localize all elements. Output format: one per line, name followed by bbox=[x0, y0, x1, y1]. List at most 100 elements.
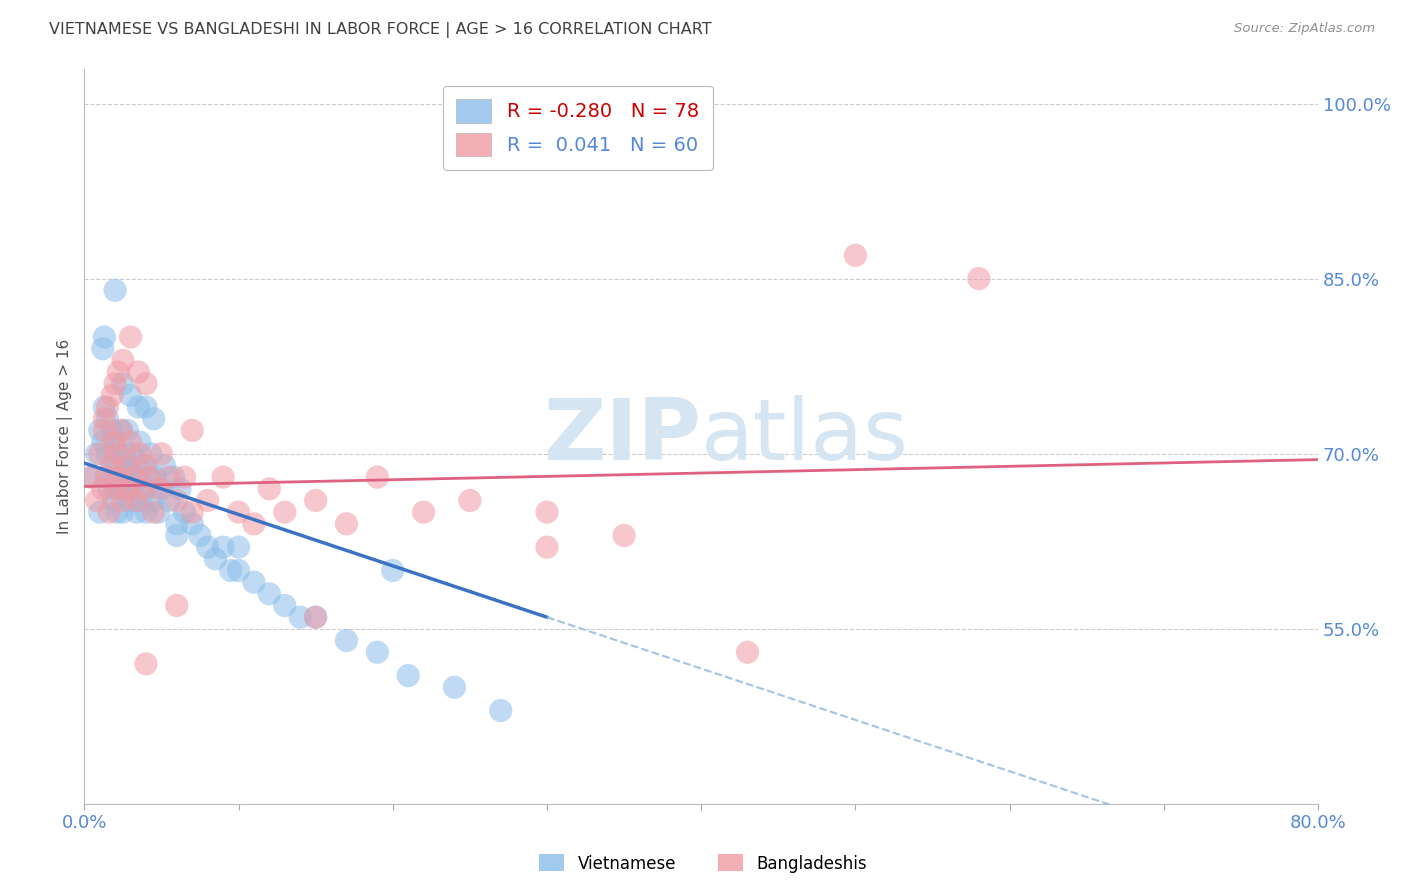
Point bbox=[228, 564, 250, 578]
Point bbox=[304, 610, 326, 624]
Point bbox=[290, 610, 312, 624]
Point bbox=[80, 470, 103, 484]
Point bbox=[101, 424, 124, 438]
Point bbox=[124, 458, 146, 473]
Point bbox=[139, 447, 162, 461]
Point bbox=[188, 528, 211, 542]
Point bbox=[458, 493, 481, 508]
Point bbox=[107, 447, 129, 461]
Point bbox=[173, 470, 195, 484]
Point bbox=[96, 411, 118, 425]
Point bbox=[121, 447, 143, 461]
Point bbox=[107, 470, 129, 484]
Point bbox=[120, 388, 142, 402]
Point bbox=[107, 482, 129, 496]
Point bbox=[143, 470, 166, 484]
Point bbox=[98, 505, 121, 519]
Point bbox=[274, 505, 297, 519]
Point bbox=[131, 493, 153, 508]
Point bbox=[96, 400, 118, 414]
Point bbox=[105, 505, 128, 519]
Legend: R = -0.280   N = 78, R =  0.041   N = 60: R = -0.280 N = 78, R = 0.041 N = 60 bbox=[443, 86, 713, 170]
Point bbox=[111, 353, 134, 368]
Point bbox=[142, 493, 165, 508]
Point bbox=[111, 470, 134, 484]
Point bbox=[613, 528, 636, 542]
Point bbox=[204, 551, 226, 566]
Point bbox=[737, 645, 759, 659]
Point bbox=[197, 493, 219, 508]
Point bbox=[101, 458, 124, 473]
Point bbox=[366, 645, 388, 659]
Point bbox=[166, 528, 188, 542]
Point bbox=[173, 505, 195, 519]
Point bbox=[135, 482, 157, 496]
Text: Source: ZipAtlas.com: Source: ZipAtlas.com bbox=[1234, 22, 1375, 36]
Point bbox=[148, 505, 170, 519]
Point bbox=[115, 482, 138, 496]
Point bbox=[163, 470, 186, 484]
Point bbox=[443, 680, 465, 694]
Point bbox=[412, 505, 434, 519]
Point bbox=[132, 458, 155, 473]
Y-axis label: In Labor Force | Age > 16: In Labor Force | Age > 16 bbox=[58, 339, 73, 534]
Point bbox=[335, 516, 357, 531]
Point bbox=[135, 505, 157, 519]
Point bbox=[104, 482, 127, 496]
Point bbox=[120, 493, 142, 508]
Point bbox=[127, 400, 149, 414]
Point bbox=[108, 458, 131, 473]
Point bbox=[107, 365, 129, 379]
Point bbox=[166, 516, 188, 531]
Point bbox=[104, 283, 127, 297]
Point bbox=[197, 540, 219, 554]
Point bbox=[150, 447, 173, 461]
Point bbox=[135, 657, 157, 671]
Point bbox=[304, 610, 326, 624]
Point bbox=[135, 376, 157, 391]
Point bbox=[89, 424, 111, 438]
Point bbox=[111, 376, 134, 391]
Point bbox=[219, 564, 242, 578]
Point bbox=[91, 435, 114, 450]
Point bbox=[135, 458, 157, 473]
Point bbox=[181, 424, 204, 438]
Point bbox=[120, 470, 142, 484]
Point bbox=[259, 482, 281, 496]
Point bbox=[181, 505, 204, 519]
Point bbox=[91, 342, 114, 356]
Point bbox=[115, 458, 138, 473]
Point bbox=[181, 516, 204, 531]
Point bbox=[117, 424, 139, 438]
Point bbox=[536, 505, 558, 519]
Point bbox=[112, 447, 135, 461]
Point bbox=[228, 505, 250, 519]
Point bbox=[101, 458, 124, 473]
Point bbox=[135, 400, 157, 414]
Point bbox=[967, 271, 990, 285]
Point bbox=[127, 470, 149, 484]
Point bbox=[120, 330, 142, 344]
Text: VIETNAMESE VS BANGLADESHI IN LABOR FORCE | AGE > 16 CORRELATION CHART: VIETNAMESE VS BANGLADESHI IN LABOR FORCE… bbox=[49, 22, 711, 38]
Point bbox=[86, 493, 108, 508]
Text: atlas: atlas bbox=[702, 395, 910, 478]
Point bbox=[94, 470, 117, 484]
Point bbox=[89, 505, 111, 519]
Point bbox=[128, 435, 150, 450]
Point bbox=[104, 470, 127, 484]
Point bbox=[259, 587, 281, 601]
Point bbox=[138, 470, 160, 484]
Point bbox=[381, 564, 404, 578]
Point bbox=[110, 424, 132, 438]
Point bbox=[93, 330, 115, 344]
Point bbox=[142, 505, 165, 519]
Point bbox=[212, 540, 235, 554]
Point bbox=[153, 458, 176, 473]
Point bbox=[122, 482, 145, 496]
Point bbox=[132, 482, 155, 496]
Point bbox=[489, 704, 512, 718]
Point bbox=[80, 470, 103, 484]
Point bbox=[96, 447, 118, 461]
Point bbox=[166, 599, 188, 613]
Point bbox=[111, 493, 134, 508]
